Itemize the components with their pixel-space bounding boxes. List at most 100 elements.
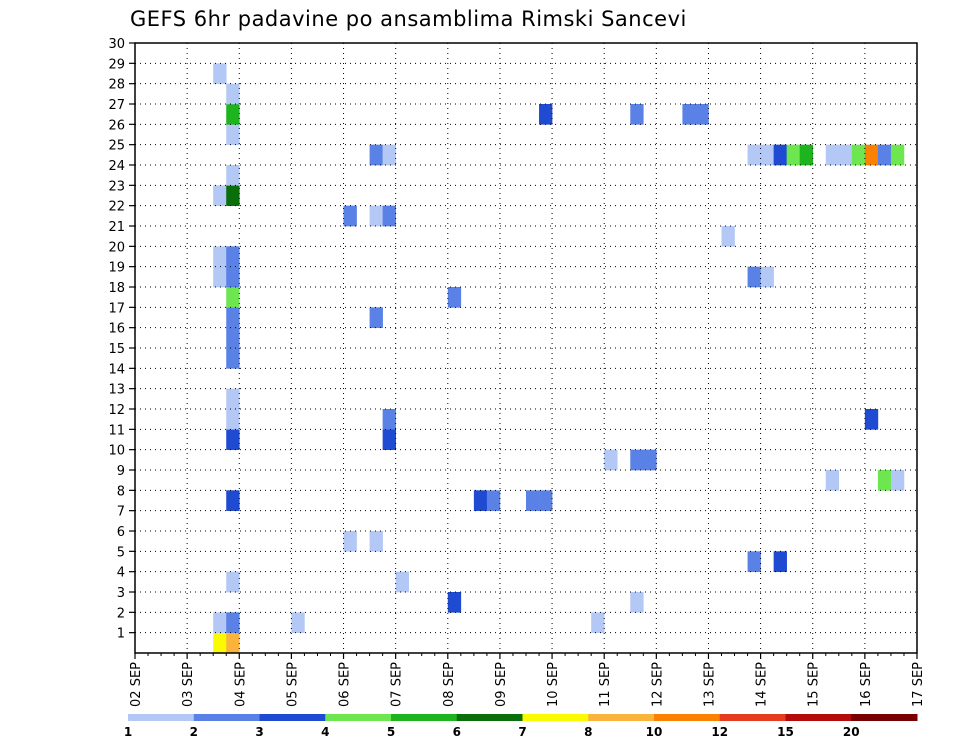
y-tick-label: 28: [108, 78, 125, 93]
y-tick-label: 16: [108, 322, 125, 337]
heatmap-cell: [682, 104, 696, 125]
heatmap-cell: [369, 531, 383, 552]
heatmap-cell: [864, 409, 879, 430]
x-tick-label: 15 SEP: [807, 662, 822, 707]
x-tick-label: 08 SEP: [442, 662, 457, 707]
colorbar-label: 6: [453, 725, 461, 739]
heatmap-cell: [226, 348, 240, 369]
heatmap-cell: [721, 226, 735, 247]
colorbar-swatch: [128, 714, 195, 721]
y-axis: 1234567891011121314151617181920212223242…: [108, 37, 135, 642]
colorbar-swatch: [522, 714, 589, 721]
colorbar-label: 1: [124, 725, 132, 739]
x-tick-label: 16 SEP: [859, 662, 874, 707]
y-tick-label: 24: [108, 159, 125, 174]
heatmap-cell: [773, 144, 787, 166]
x-tick-label: 07 SEP: [390, 662, 405, 707]
heatmap-cell: [486, 490, 501, 511]
colorbar-label: 4: [321, 725, 329, 739]
cells-layer: [213, 63, 905, 654]
colorbar-swatch: [325, 714, 392, 721]
colorbar-label: 2: [190, 725, 198, 739]
y-tick-label: 20: [108, 240, 125, 255]
y-tick-label: 10: [108, 444, 125, 459]
y-tick-label: 4: [117, 566, 125, 581]
colorbar-swatch: [391, 714, 458, 721]
heatmap-cell: [226, 490, 240, 511]
colorbar-swatch: [588, 714, 655, 721]
heatmap-cell: [226, 327, 240, 349]
heatmap-cell: [760, 144, 774, 166]
colorbar-swatch: [851, 714, 918, 721]
y-tick-label: 25: [108, 139, 125, 154]
heatmap-cell: [213, 246, 227, 267]
y-tick-label: 9: [117, 464, 125, 479]
heatmap-cell: [747, 266, 761, 288]
y-tick-label: 2: [117, 606, 125, 621]
heatmap-cell: [877, 470, 892, 491]
heatmap-cell: [825, 470, 840, 491]
heatmap-cell: [213, 632, 227, 654]
colorbar-label: 15: [777, 725, 794, 739]
y-tick-label: 5: [117, 545, 125, 560]
y-tick-label: 6: [117, 525, 125, 540]
colorbar-swatch: [654, 714, 721, 721]
heatmap-cell: [786, 144, 800, 166]
colorbar-swatch: [719, 714, 786, 721]
heatmap-cell: [695, 104, 709, 125]
x-tick-label: 17 SEP: [911, 662, 926, 707]
heatmap-cell: [890, 470, 905, 491]
y-tick-label: 7: [117, 505, 125, 520]
heatmap-cell: [747, 551, 761, 572]
heatmap-cell: [799, 144, 814, 166]
colorbar-label: 12: [711, 725, 728, 739]
y-tick-label: 30: [108, 37, 125, 52]
heatmap-cell: [539, 104, 553, 125]
colorbar-label: 7: [518, 725, 526, 739]
heatmap-cell: [291, 612, 305, 633]
x-tick-label: 04 SEP: [233, 662, 248, 707]
heatmap-cell: [760, 266, 774, 288]
colorbar-label: 10: [646, 725, 663, 739]
heatmap-cell: [539, 490, 553, 511]
heatmap-cell: [226, 124, 240, 145]
y-tick-label: 12: [108, 403, 125, 418]
heatmap-cell: [343, 205, 357, 227]
heatmap-cell: [864, 144, 879, 166]
heatmap-cell: [630, 592, 644, 613]
x-tick-label: 03 SEP: [181, 662, 196, 707]
heatmap-cell: [226, 185, 240, 206]
heatmap-cell: [213, 612, 227, 633]
heatmap-cell: [447, 287, 462, 308]
heatmap-cell: [630, 449, 644, 471]
heatmap-cell: [226, 307, 240, 328]
x-tick-label: 14 SEP: [755, 662, 770, 707]
heatmap-cell: [213, 185, 227, 206]
heatmap-cell: [226, 165, 240, 186]
x-tick-label: 09 SEP: [494, 662, 509, 707]
x-tick-label: 13 SEP: [702, 662, 717, 707]
heatmap-cell: [226, 266, 240, 288]
heatmap-cell: [395, 571, 409, 593]
heatmap-cell: [226, 429, 240, 450]
heatmap-cell: [747, 144, 761, 166]
heatmap-cell: [213, 266, 227, 288]
y-tick-label: 27: [108, 98, 125, 113]
x-tick-label: 10 SEP: [546, 662, 561, 707]
heatmap-cell: [382, 205, 396, 227]
heatmap-cell: [226, 287, 240, 308]
heatmap-cell: [447, 592, 462, 613]
x-tick-label: 02 SEP: [129, 662, 144, 707]
heatmap-cell: [226, 409, 240, 430]
heatmap-cell: [226, 246, 240, 267]
y-tick-label: 23: [108, 179, 125, 194]
y-tick-label: 14: [108, 362, 125, 377]
heatmap-cell: [382, 409, 396, 430]
heatmap-cell: [473, 490, 488, 511]
heatmap-cell: [526, 490, 540, 511]
y-tick-label: 17: [108, 301, 125, 316]
y-tick-label: 8: [117, 484, 125, 499]
colorbar-label: 20: [843, 725, 860, 739]
